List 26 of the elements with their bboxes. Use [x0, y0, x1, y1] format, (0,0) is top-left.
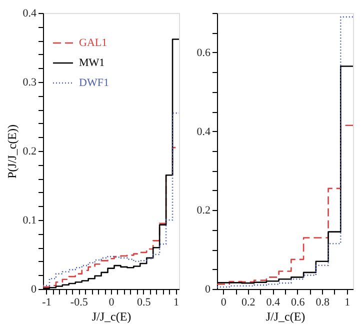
y-tick-label: 0.1 [22, 214, 36, 226]
y-tick-label: 0.2 [196, 204, 210, 217]
x-tick-label: 0.8 [316, 296, 330, 308]
y-tick-label: 0.4 [22, 8, 37, 20]
y-tick-label: 0.6 [196, 46, 211, 59]
x-axis-title: J/J_c(E) [92, 310, 132, 324]
x-tick-label: 0.2 [242, 296, 256, 308]
y-axis-title: P(J/J_c(E)) [4, 124, 19, 178]
y-tick-label: 0.4 [196, 126, 211, 138]
legend-label: GAL1 [79, 37, 108, 49]
x-tick-label: -0.5 [70, 296, 88, 308]
x-tick-label: -1 [42, 296, 52, 308]
x-tick-label: 0.6 [290, 296, 306, 308]
legend-label: MW1 [79, 57, 105, 69]
x-tick-label: 0.4 [266, 296, 281, 308]
y-tick-label: 0.3 [22, 76, 37, 88]
x-tick-label: 0.5 [137, 296, 152, 308]
x-tick-label: 0 [220, 296, 227, 308]
y-tick-label: 0.2 [22, 146, 36, 158]
x-axis-title: J/J_c(E) [266, 310, 306, 324]
y-tick-label: 0 [31, 284, 37, 296]
x-tick-label: 1 [344, 296, 350, 308]
x-tick-label: 1 [174, 296, 180, 308]
y-tick-label: 0 [205, 284, 211, 296]
legend-label: DWF1 [79, 77, 109, 89]
x-tick-label: 0 [108, 296, 115, 308]
